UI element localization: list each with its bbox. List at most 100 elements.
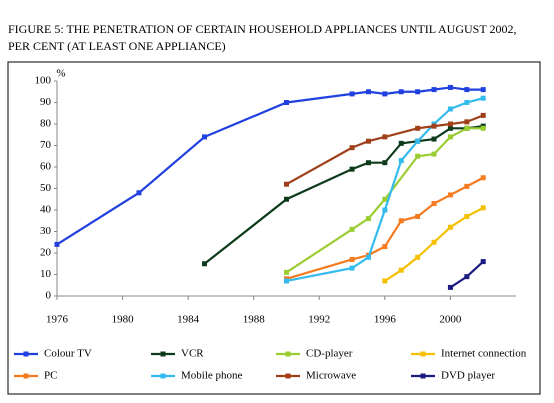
data-point	[349, 166, 355, 172]
data-point	[365, 89, 371, 95]
legend-label: CD-player	[306, 348, 353, 360]
legend-marker	[285, 373, 291, 379]
data-point	[398, 140, 404, 146]
data-point	[202, 134, 208, 140]
data-point	[382, 134, 388, 140]
y-tick-label: 60	[40, 161, 52, 173]
series-line	[285, 114, 484, 186]
data-point	[431, 201, 437, 207]
data-point	[349, 256, 355, 262]
legend-marker	[23, 351, 29, 357]
data-point	[398, 267, 404, 273]
legend-marker	[420, 351, 426, 357]
data-point	[365, 160, 371, 166]
data-point	[349, 265, 355, 271]
y-tick-label: 30	[40, 225, 52, 237]
data-point	[415, 89, 421, 95]
data-point	[349, 145, 355, 151]
data-point	[431, 87, 437, 93]
data-point	[415, 125, 421, 131]
data-point	[464, 183, 470, 189]
data-point	[447, 224, 453, 230]
data-point	[480, 87, 486, 93]
data-point	[447, 106, 453, 112]
data-point	[447, 84, 453, 90]
x-tick-label: 1992	[308, 314, 330, 326]
data-point	[431, 136, 437, 142]
data-point	[365, 216, 371, 222]
data-point	[447, 121, 453, 127]
series-line	[286, 97, 484, 283]
legend-marker	[23, 373, 29, 379]
data-point	[382, 207, 388, 213]
legend-label: Mobile phone	[181, 370, 243, 382]
y-tick-label: 80	[40, 118, 52, 130]
data-point	[349, 226, 355, 232]
legend-label: VCR	[181, 348, 204, 360]
legend-label: Colour TV	[44, 348, 92, 360]
y-tick-label: 70	[40, 139, 52, 151]
data-point	[464, 274, 470, 280]
legend-marker	[420, 373, 426, 379]
data-point	[431, 239, 437, 245]
data-point	[284, 181, 289, 187]
legend-label: DVD player	[441, 370, 495, 382]
legend-label: PC	[44, 370, 57, 382]
y-tick-label: 40	[40, 204, 52, 216]
data-point	[136, 190, 142, 196]
data-point	[431, 151, 437, 157]
data-point	[464, 213, 470, 219]
x-tick-label: 1980	[112, 314, 135, 326]
data-point	[431, 123, 437, 129]
data-point	[365, 138, 371, 144]
data-point	[398, 158, 404, 164]
data-point	[415, 138, 421, 144]
data-point	[447, 125, 453, 131]
data-point	[464, 100, 470, 105]
data-point	[382, 244, 388, 250]
y-tick-label: 90	[40, 96, 52, 108]
y-tick-label: 0	[46, 290, 52, 302]
data-point	[447, 284, 453, 290]
y-tick-label: 100	[35, 75, 52, 87]
x-tick-label: 1976	[46, 314, 69, 326]
data-point	[480, 125, 486, 131]
data-point	[382, 160, 388, 166]
data-point	[349, 91, 355, 97]
y-tick-label: 20	[40, 247, 52, 259]
x-tick-label: 2000	[439, 314, 462, 326]
data-point	[447, 134, 453, 140]
data-point	[382, 91, 388, 97]
data-point	[415, 213, 421, 219]
y-tick-label: 50	[40, 182, 52, 194]
data-point	[480, 112, 486, 118]
data-point	[284, 269, 289, 275]
y-tick-label: 10	[40, 268, 52, 280]
data-point	[54, 241, 60, 247]
data-point	[480, 259, 486, 265]
series-line	[56, 86, 484, 246]
chart-subtitle: PER CENT (AT LEAST ONE APPLIANCE)	[8, 39, 226, 53]
data-point	[464, 87, 470, 93]
data-point	[464, 119, 470, 125]
data-point	[398, 89, 404, 95]
data-point	[365, 254, 371, 260]
data-point	[464, 125, 470, 131]
x-tick-label: 1988	[243, 314, 266, 326]
legend-label: Microwave	[306, 370, 356, 382]
data-point	[284, 196, 289, 202]
data-point	[398, 218, 404, 224]
chart-title: FIGURE 5: THE PENETRATION OF CERTAIN HOU…	[8, 22, 516, 36]
x-tick-label: 1984	[177, 314, 200, 326]
data-point	[480, 205, 486, 211]
data-point	[480, 95, 486, 101]
legend-marker	[285, 351, 291, 357]
data-point	[480, 175, 486, 181]
legend-label: Internet connection	[441, 348, 527, 360]
data-point	[382, 196, 388, 202]
x-tick-label: 1996	[374, 314, 397, 326]
legend-marker	[160, 351, 166, 357]
data-point	[415, 254, 421, 260]
